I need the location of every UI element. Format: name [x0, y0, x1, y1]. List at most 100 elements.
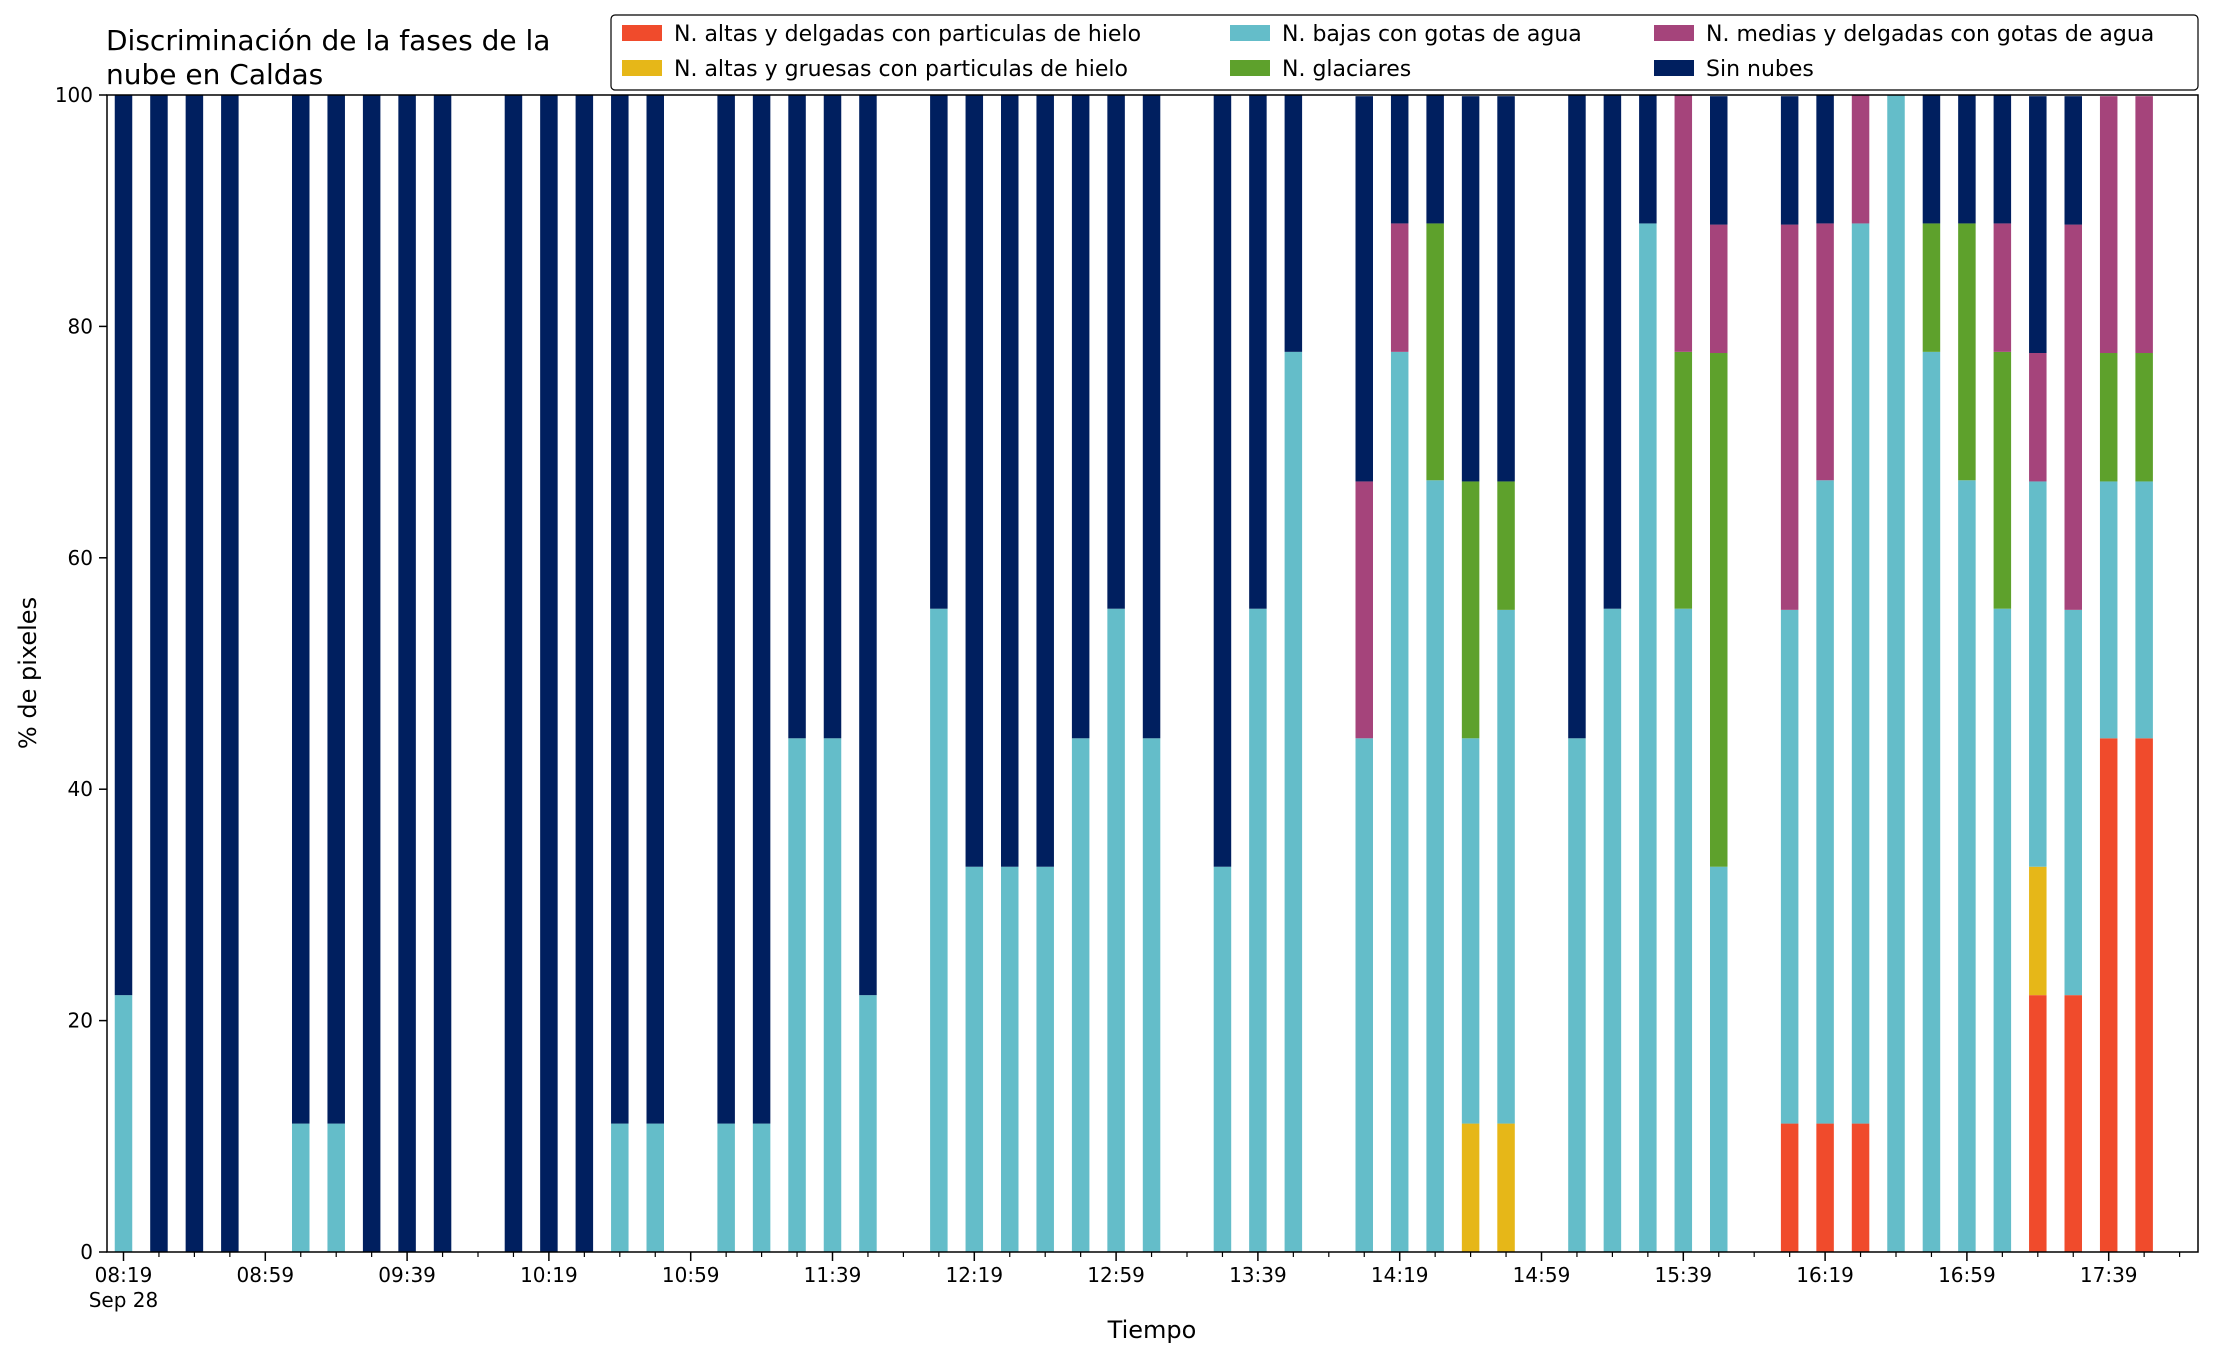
- bar-segment: [433, 95, 452, 1252]
- bar-segment: [2099, 738, 2118, 1252]
- bar-segment: [2029, 353, 2047, 482]
- x-tick-label: 10:19: [520, 1263, 578, 1287]
- y-tick-label: 0: [80, 1240, 93, 1264]
- bar-segment: [1710, 96, 1728, 225]
- legend-swatch: [1230, 25, 1270, 41]
- bar-segment: [2029, 96, 2047, 354]
- x-tick-label: 08:19: [95, 1263, 153, 1287]
- bar-segment: [1639, 95, 1657, 224]
- y-axis-label: % de pixeles: [14, 597, 42, 749]
- bar-segment: [1639, 223, 1657, 1253]
- bar-segment: [1922, 95, 1941, 224]
- bar-segment: [752, 1123, 771, 1252]
- y-tick-label: 80: [68, 314, 93, 338]
- bar-segment: [292, 1123, 310, 1252]
- x-tick-label: 10:59: [662, 1263, 720, 1287]
- bar-segment: [1390, 95, 1409, 224]
- bar-segment: [540, 95, 558, 1252]
- bar-segment: [823, 95, 842, 739]
- bar-segment: [1993, 351, 2012, 609]
- bar-segment: [1213, 95, 1232, 867]
- legend-swatch: [1654, 25, 1694, 41]
- bar-segment: [1674, 351, 1693, 609]
- bar-segment: [1603, 95, 1622, 609]
- bar-segment: [1780, 96, 1799, 225]
- bar-segment: [1249, 95, 1267, 609]
- legend-swatch: [1654, 60, 1694, 76]
- bar-segment: [611, 95, 629, 1124]
- bar-segment: [2135, 481, 2153, 739]
- y-tick-label: 100: [55, 83, 93, 107]
- bar-segment: [1851, 223, 1870, 1124]
- bar-segment: [717, 1123, 735, 1252]
- bar-segment: [1922, 223, 1941, 352]
- bar-segment: [2064, 96, 2082, 225]
- legend-label: N. altas y gruesas con particulas de hie…: [674, 57, 1128, 82]
- x-tick-label: 17:39: [2080, 1263, 2138, 1287]
- bar-segment: [2099, 353, 2118, 482]
- bar-segment: [2135, 738, 2153, 1252]
- bar-segment: [185, 95, 204, 1252]
- bar-segment: [1071, 95, 1090, 739]
- bar-segment: [398, 95, 416, 1252]
- bar-segment: [362, 95, 381, 1252]
- bar-segment: [1674, 95, 1693, 352]
- legend-swatch: [622, 60, 662, 76]
- bar-segment: [1355, 96, 1373, 482]
- bar-segment: [327, 1123, 345, 1252]
- bar-segment: [1107, 95, 1125, 609]
- plot-frame: [106, 94, 2199, 1253]
- bar-segment: [292, 95, 310, 1124]
- chart-title-line: Discriminación de la fases de la: [106, 24, 550, 57]
- bar-segment: [2099, 481, 2118, 739]
- bar-segment: [1142, 95, 1161, 739]
- bar-segment: [611, 1123, 629, 1252]
- x-tick-label: 16:59: [1938, 1263, 1996, 1287]
- bar-segment: [1036, 95, 1054, 867]
- bar-segment: [2064, 995, 2082, 1252]
- x-tick-label: 12:59: [1087, 1263, 1145, 1287]
- legend-label: N. glaciares: [1282, 57, 1411, 82]
- bar-segment: [1249, 608, 1267, 1252]
- bar-segment: [1213, 866, 1232, 1252]
- chart-title-line: nube en Caldas: [106, 58, 323, 91]
- bar-segment: [1568, 738, 1586, 1252]
- bar-segment: [1355, 738, 1373, 1252]
- x-tick-label: 08:59: [236, 1263, 294, 1287]
- legend-frame: [610, 14, 2199, 91]
- bar-segment: [504, 95, 523, 1252]
- x-tick-label: 15:39: [1654, 1263, 1712, 1287]
- bar-segment: [1284, 95, 1303, 352]
- legend-label: N. bajas con gotas de agua: [1282, 22, 1582, 47]
- bar-segment: [930, 95, 948, 609]
- bar-segment: [1851, 1123, 1870, 1252]
- bar-segment: [114, 995, 133, 1252]
- bar-segment: [965, 866, 984, 1252]
- y-axis: 0 20 40 60 80 100: [55, 83, 107, 1264]
- bar-segment: [1461, 96, 1480, 482]
- bar-segment: [1001, 95, 1019, 867]
- bar-segment: [859, 95, 877, 996]
- bar-segment: [1036, 866, 1054, 1252]
- bar-segment: [1107, 608, 1125, 1252]
- bar-segment: [1001, 866, 1019, 1252]
- bar-segment: [1497, 96, 1515, 482]
- bar-segment: [221, 95, 239, 1252]
- bars-group: [114, 95, 2153, 1253]
- bar-segment: [1426, 223, 1444, 481]
- bar-segment: [788, 738, 806, 1252]
- bar-segment: [1816, 223, 1834, 481]
- bar-segment: [1816, 95, 1834, 224]
- bar-segment: [823, 738, 842, 1252]
- bar-segment: [1497, 481, 1515, 610]
- bar-segment: [327, 95, 345, 1124]
- x-tick-label: 13:39: [1229, 1263, 1287, 1287]
- bar-segment: [1461, 1123, 1480, 1252]
- x-tick-label: 12:19: [945, 1263, 1003, 1287]
- bar-segment: [1071, 738, 1090, 1252]
- bar-segment: [1851, 95, 1870, 224]
- legend-swatch: [622, 25, 662, 41]
- bar-segment: [1887, 95, 1905, 1252]
- bar-segment: [1922, 351, 1941, 1253]
- bar-segment: [1958, 223, 1976, 481]
